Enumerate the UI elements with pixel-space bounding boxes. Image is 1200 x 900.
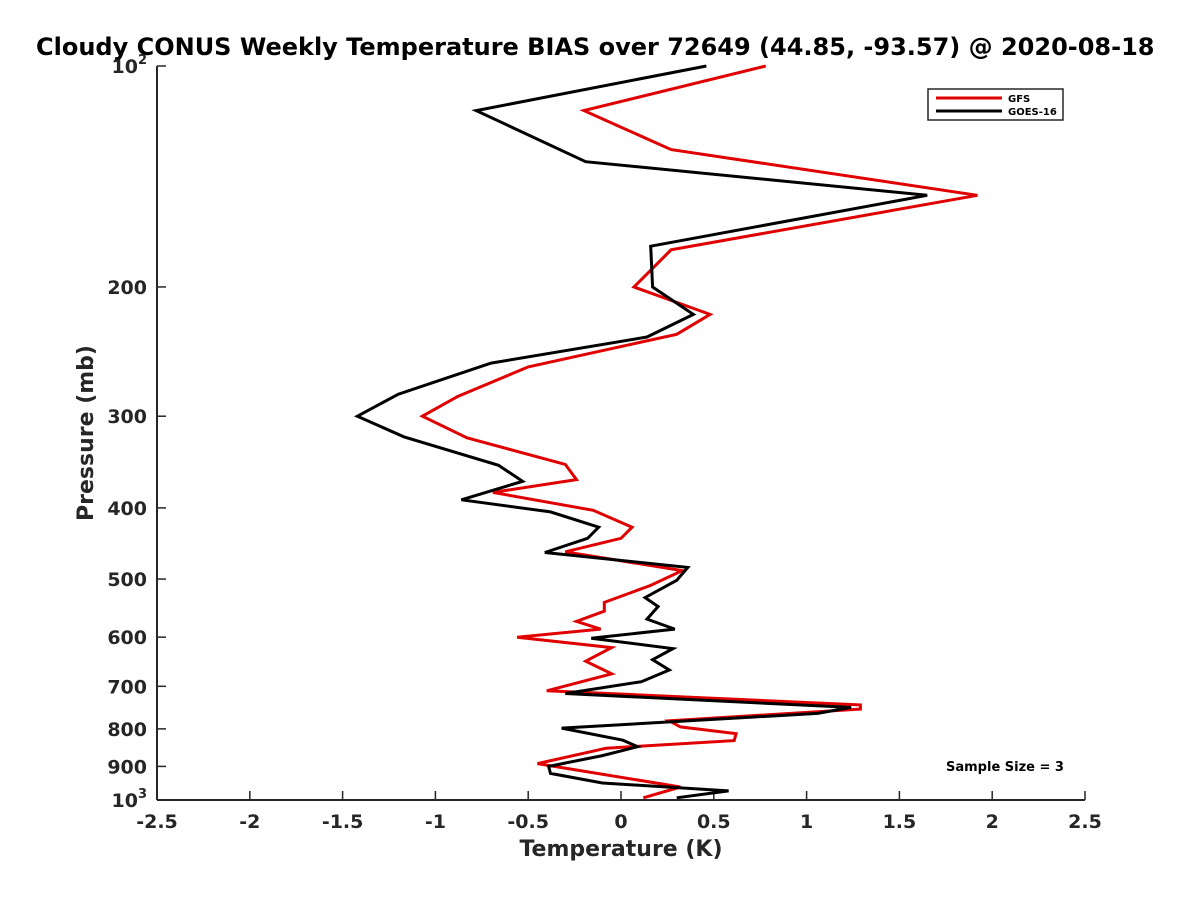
x-tick-label: -1.5 <box>322 811 364 833</box>
sample-size-annotation: Sample Size = 3 <box>946 760 1064 775</box>
series-layer <box>353 64 978 800</box>
x-tick-label: -2.5 <box>136 811 178 833</box>
y-tick-label: 700 <box>107 676 147 698</box>
y-tick-label: 200 <box>107 277 147 299</box>
y-axis-label: Pressure (mb) <box>74 345 99 521</box>
y-tick-label: 300 <box>107 406 147 428</box>
series-line-gfs <box>419 64 978 800</box>
y-tick-label: 600 <box>107 627 147 649</box>
y-tick-label: 900 <box>107 756 147 778</box>
x-tick-label: 2.5 <box>1068 811 1102 833</box>
y-tick-label: 500 <box>107 569 147 591</box>
x-tick-label: 2 <box>986 811 999 833</box>
y-tick-label: 103 <box>112 787 148 812</box>
x-tick-label: 1.5 <box>883 811 917 833</box>
axes <box>156 66 1085 801</box>
x-tick-label: 1 <box>800 811 813 833</box>
x-tick-label: -0.5 <box>507 811 549 833</box>
x-tick-label: 0 <box>614 811 627 833</box>
chart-title: Cloudy CONUS Weekly Temperature BIAS ove… <box>36 33 1154 61</box>
y-tick-label: 800 <box>107 719 147 741</box>
y-tick-label: 400 <box>107 498 147 520</box>
x-tick-label: -1 <box>425 811 446 833</box>
y-tick-label: 102 <box>112 53 148 78</box>
series-line-goes16 <box>353 64 928 800</box>
legend-box <box>927 88 1064 121</box>
x-tick-label: -2 <box>239 811 260 833</box>
legend-label-gfs: GFS <box>1008 94 1030 105</box>
legend-label-goes16: GOES-16 <box>1008 107 1057 118</box>
legend: GFS GOES-16 <box>927 88 1064 121</box>
x-ticks: -2.5 -2 -1.5 -1 -0.5 0 0.5 1 1.5 2 2.5 <box>136 791 1102 833</box>
y-ticks: 102 200 300 400 500 600 700 800 900 103 <box>107 53 166 812</box>
x-tick-label: 0.5 <box>697 811 731 833</box>
x-axis-label: Temperature (K) <box>519 837 722 862</box>
